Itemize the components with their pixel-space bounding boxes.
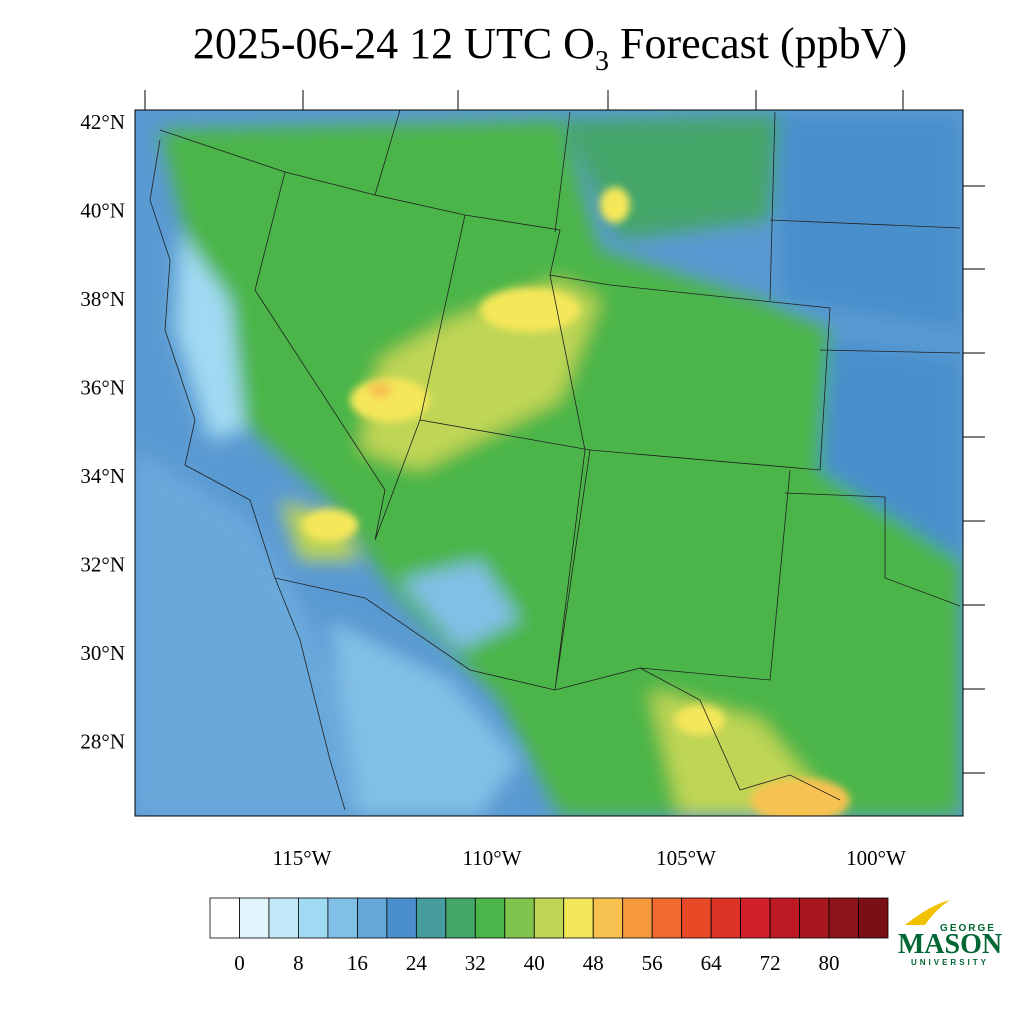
colorbar-box (504, 897, 535, 939)
colorbar-box (209, 897, 240, 939)
lon-label: 115°W (273, 846, 332, 870)
colorbar-box (651, 897, 683, 939)
colorbar-box (386, 897, 417, 939)
colorbar-label: 56 (642, 951, 663, 975)
colorbar-box (799, 897, 830, 939)
colorbar-box (740, 897, 771, 939)
colorbar-box (769, 897, 800, 939)
lat-label: 32°N (80, 553, 125, 577)
lon-label: 100°W (846, 846, 906, 870)
lat-label: 30°N (80, 641, 125, 665)
colorbar-box (268, 897, 299, 939)
colorbar-label: 32 (465, 951, 486, 975)
lat-label: 42°N (80, 110, 125, 134)
colorbar-box (239, 897, 270, 939)
logo-top: GEORGE (940, 923, 996, 934)
colorbar-box (415, 897, 447, 939)
colorbar-box (592, 897, 624, 939)
lat-label: 34°N (80, 464, 125, 488)
lat-label: 36°N (80, 376, 125, 400)
lon-label: 105°W (656, 846, 716, 870)
colorbar-label: 48 (583, 951, 604, 975)
colorbar-extra (858, 897, 889, 939)
colorbar-box (828, 897, 859, 939)
colorbar-label: 72 (760, 951, 781, 975)
colorbar-box (533, 897, 565, 939)
title: 2025-06-24 12 UTC O3 Forecast (ppbV) (193, 19, 907, 77)
lat-label: 40°N (80, 199, 125, 223)
colorbar-label: 40 (524, 951, 545, 975)
lat-label: 28°N (80, 730, 125, 754)
colorbar-label: 24 (406, 951, 428, 975)
colorbar-box (298, 897, 329, 939)
logo-main: MASON (898, 929, 1002, 960)
colorbar-label: 0 (234, 951, 245, 975)
colorbar-box (474, 897, 506, 939)
colorbar-label: 16 (347, 951, 368, 975)
lat-label: 38°N (80, 287, 125, 311)
colorbar-label: 80 (819, 951, 840, 975)
logo-bottom: UNIVERSITY (911, 958, 989, 967)
logo: GEORGE MASON UNIVERSITY (898, 900, 1002, 967)
map-frame (134, 109, 964, 817)
colorbar-label: 8 (293, 951, 304, 975)
colorbar-box (710, 897, 742, 939)
colorbar-box (356, 897, 388, 939)
map (135, 110, 963, 816)
colorbar-box (445, 897, 476, 939)
lon-label: 110°W (463, 846, 522, 870)
colorbar-box (563, 897, 594, 939)
colorbar-box (327, 897, 358, 939)
colorbar-label: 64 (701, 951, 723, 975)
colorbar-box (622, 897, 653, 939)
colorbar: 0 8 16 24 32 40 48 56 64 72 80 (209, 897, 889, 975)
colorbar-box (681, 897, 712, 939)
frame-ticks (144, 90, 985, 774)
